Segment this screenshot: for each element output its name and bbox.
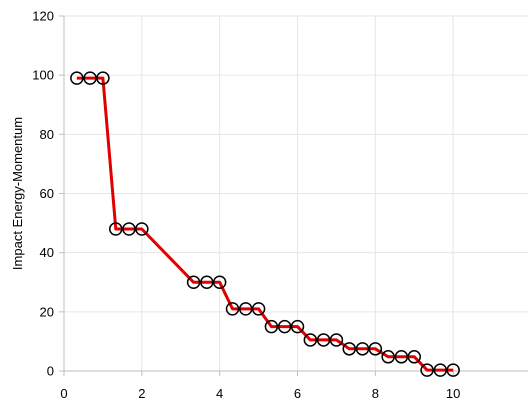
series	[70, 71, 460, 377]
y-tick-label: 100	[32, 68, 54, 83]
x-tick-label: 4	[216, 386, 223, 401]
x-tick-label: 8	[372, 386, 379, 401]
data-point	[135, 222, 149, 236]
data-point	[433, 363, 448, 377]
data-point	[122, 222, 136, 236]
y-tick-label: 40	[40, 245, 54, 260]
data-point	[355, 342, 370, 356]
data-point	[225, 302, 240, 316]
x-tick-label: 6	[294, 386, 301, 401]
data-point	[407, 350, 421, 364]
x-tick-label: 0	[60, 386, 67, 401]
data-point	[368, 342, 383, 356]
data-point	[186, 275, 201, 289]
x-tick-label: 2	[138, 386, 145, 401]
grid	[64, 15, 528, 371]
data-point	[96, 71, 110, 85]
data-point	[264, 319, 279, 334]
data-point	[342, 342, 357, 356]
data-point	[446, 363, 460, 377]
x-tick-label: 10	[446, 386, 460, 401]
data-point	[277, 319, 292, 334]
data-point	[83, 71, 97, 85]
y-tick-label: 60	[40, 186, 54, 201]
data-point	[251, 302, 266, 316]
data-point	[200, 275, 214, 289]
data-point	[70, 71, 84, 85]
data-point	[394, 350, 409, 364]
data-point	[109, 222, 123, 236]
tick-labels: 02040608010012002468101	[32, 9, 528, 402]
data-point	[238, 302, 253, 316]
data-point	[303, 333, 318, 347]
data-point	[212, 275, 227, 289]
data-point	[316, 333, 331, 347]
data-point	[290, 319, 305, 334]
y-tick-label: 80	[40, 127, 54, 142]
series-line	[76, 76, 454, 372]
data-point	[329, 333, 344, 347]
y-tick-label: 20	[40, 304, 54, 319]
y-axis-title: Impact Energy-Momentum	[10, 117, 25, 270]
y-tick-label: 120	[32, 9, 54, 24]
data-point	[381, 350, 395, 364]
y-tick-label: 0	[47, 364, 54, 379]
data-point	[420, 363, 434, 377]
